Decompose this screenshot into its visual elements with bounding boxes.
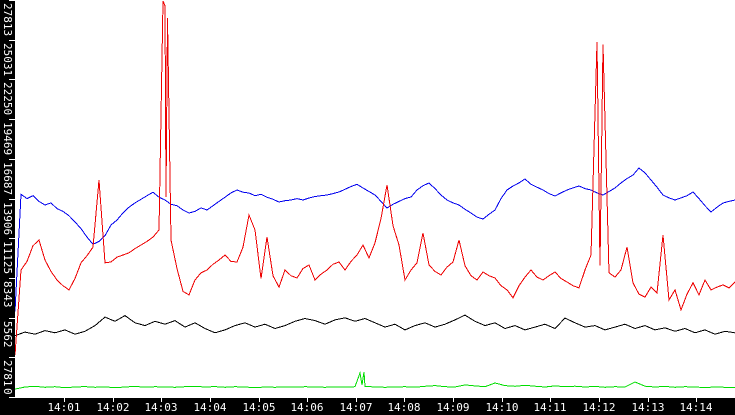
x-tick bbox=[404, 398, 405, 402]
red-series-line bbox=[15, 0, 735, 355]
x-axis-label: 14:07 bbox=[339, 401, 373, 414]
y-axis-label: 16687 bbox=[1, 162, 14, 196]
plot-area bbox=[15, 0, 735, 390]
x-axis-label: 14:14 bbox=[679, 401, 713, 414]
y-tick bbox=[9, 318, 15, 319]
y-axis: 0 2781 5562 8343 11125 13906 16687 19469 22250 25… bbox=[0, 0, 15, 398]
x-tick bbox=[161, 398, 162, 402]
x-tick bbox=[64, 398, 65, 402]
x-axis: 14:01 14:02 14:03 14:04 14:05 14:06 14:07 14:08… bbox=[0, 398, 735, 415]
x-tick bbox=[550, 398, 551, 402]
y-axis-label: 27813 bbox=[1, 3, 14, 37]
x-axis-label: 14:06 bbox=[290, 401, 324, 414]
x-axis-label: 14:01 bbox=[47, 401, 81, 414]
y-axis-label: 25031 bbox=[1, 43, 14, 77]
x-tick bbox=[696, 398, 697, 402]
x-tick bbox=[599, 398, 600, 402]
x-axis-label: 14:10 bbox=[485, 401, 519, 414]
y-tick bbox=[9, 0, 15, 1]
y-tick bbox=[9, 238, 15, 239]
x-axis-label: 14:09 bbox=[436, 401, 470, 414]
y-axis-label: 8343 bbox=[1, 281, 14, 308]
x-tick bbox=[307, 398, 308, 402]
x-axis-label: 14:03 bbox=[144, 401, 178, 414]
x-tick bbox=[210, 398, 211, 402]
x-tick bbox=[259, 398, 260, 402]
x-axis-label: 14:04 bbox=[193, 401, 227, 414]
y-tick bbox=[9, 79, 15, 80]
y-tick bbox=[9, 40, 15, 41]
y-axis-label: 22250 bbox=[1, 82, 14, 116]
y-axis-label: 5562 bbox=[1, 321, 14, 348]
y-axis-label: 13906 bbox=[1, 202, 14, 236]
x-tick bbox=[453, 398, 454, 402]
x-axis-label: 14:02 bbox=[96, 401, 130, 414]
x-axis-label: 14:12 bbox=[582, 401, 616, 414]
black-series-line bbox=[15, 314, 735, 337]
x-tick bbox=[502, 398, 503, 402]
y-tick bbox=[9, 199, 15, 200]
blue-series-line bbox=[15, 167, 735, 312]
y-tick bbox=[9, 357, 15, 358]
x-tick bbox=[648, 398, 649, 402]
green-series-line bbox=[15, 371, 735, 390]
y-axis-label: 0 bbox=[1, 388, 14, 395]
x-tick bbox=[356, 398, 357, 402]
y-axis-label: 19469 bbox=[1, 122, 14, 156]
y-tick bbox=[9, 159, 15, 160]
y-axis-label: 11125 bbox=[1, 241, 14, 275]
x-axis-label: 14:08 bbox=[387, 401, 421, 414]
x-axis-label: 14:11 bbox=[533, 401, 567, 414]
x-axis-label: 14:05 bbox=[242, 401, 276, 414]
y-tick bbox=[9, 119, 15, 120]
y-tick bbox=[9, 397, 15, 398]
y-axis-label: 2781 bbox=[1, 360, 14, 387]
x-tick bbox=[113, 398, 114, 402]
y-tick bbox=[9, 278, 15, 279]
x-axis-label: 14:13 bbox=[631, 401, 665, 414]
